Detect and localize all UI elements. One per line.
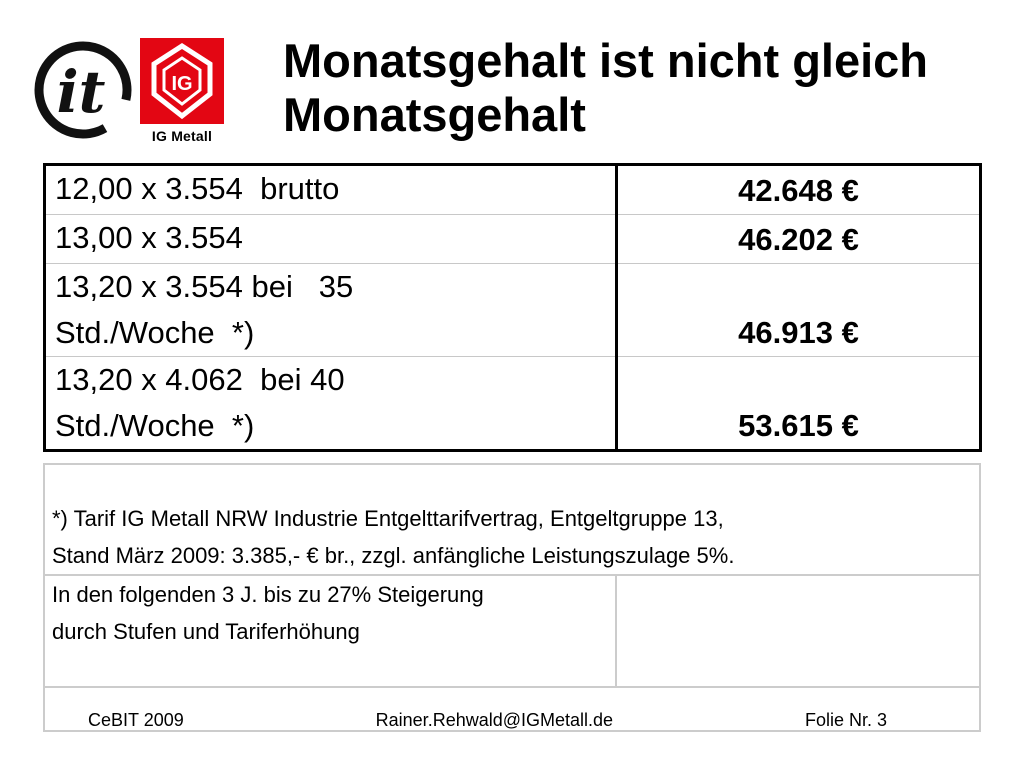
ig-metall-logo: IG bbox=[140, 38, 224, 124]
row-amount: 46.202 € bbox=[615, 214, 981, 264]
row-amount: 46.913 € bbox=[615, 263, 981, 357]
row-label: 12,00 x 3.554 brutto bbox=[44, 164, 617, 215]
footnote-line-2: Stand März 2009: 3.385,- € br., zzgl. an… bbox=[52, 543, 735, 568]
table-row: 13,20 x 4.062 bei 40 Std./Woche *) 53.61… bbox=[44, 356, 981, 451]
footer: CeBIT 2009 Rainer.Rehwald@IGMetall.de Fo… bbox=[43, 686, 981, 732]
footnote-row: *) Tarif IG Metall NRW Industrie Entgelt… bbox=[43, 463, 981, 576]
row-label: 13,20 x 4.062 bei 40 Std./Woche *) bbox=[44, 356, 617, 451]
svg-text:IG: IG bbox=[171, 73, 192, 95]
it-logo: it bbox=[34, 41, 132, 139]
footnote-line-1: *) Tarif IG Metall NRW Industrie Entgelt… bbox=[52, 506, 724, 531]
row-amount: 53.615 € bbox=[615, 356, 981, 451]
title-line-1: Monatsgehalt ist nicht gleich bbox=[283, 34, 929, 87]
footnote: *) Tarif IG Metall NRW Industrie Entgelt… bbox=[43, 463, 981, 576]
info-line-2: durch Stufen und Tariferhöhung bbox=[52, 619, 360, 644]
empty-cell bbox=[615, 574, 981, 688]
notes-table: *) Tarif IG Metall NRW Industrie Entgelt… bbox=[43, 463, 981, 732]
footer-slide-number: Folie Nr. 3 bbox=[804, 710, 887, 730]
footer-email: Rainer.Rehwald@IGMetall.de bbox=[375, 710, 614, 730]
row-label: 13,00 x 3.554 bbox=[44, 214, 617, 264]
salary-table: 12,00 x 3.554 brutto 42.648 € 13,00 x 3.… bbox=[43, 163, 982, 452]
table-row: 12,00 x 3.554 brutto 42.648 € bbox=[44, 164, 981, 215]
table-row: 13,20 x 3.554 bei 35 Std./Woche *) 46.91… bbox=[44, 263, 981, 357]
info-row: In den folgenden 3 J. bis zu 27% Steiger… bbox=[43, 574, 981, 688]
title-line-2: Monatsgehalt bbox=[283, 88, 586, 141]
page-title: Monatsgehalt ist nicht gleich Monatsgeha… bbox=[283, 34, 1003, 142]
footer-event: CeBIT 2009 bbox=[88, 710, 184, 730]
it-logo-text: it bbox=[57, 58, 106, 126]
info-text: In den folgenden 3 J. bis zu 27% Steiger… bbox=[43, 574, 617, 688]
footer-row: CeBIT 2009 Rainer.Rehwald@IGMetall.de Fo… bbox=[43, 686, 981, 732]
ig-metall-caption: IG Metall bbox=[151, 128, 213, 144]
row-label: 13,20 x 3.554 bei 35 Std./Woche *) bbox=[44, 263, 617, 357]
row-amount: 42.648 € bbox=[615, 164, 981, 215]
info-line-1: In den folgenden 3 J. bis zu 27% Steiger… bbox=[52, 582, 484, 607]
table-row: 13,00 x 3.554 46.202 € bbox=[44, 214, 981, 264]
